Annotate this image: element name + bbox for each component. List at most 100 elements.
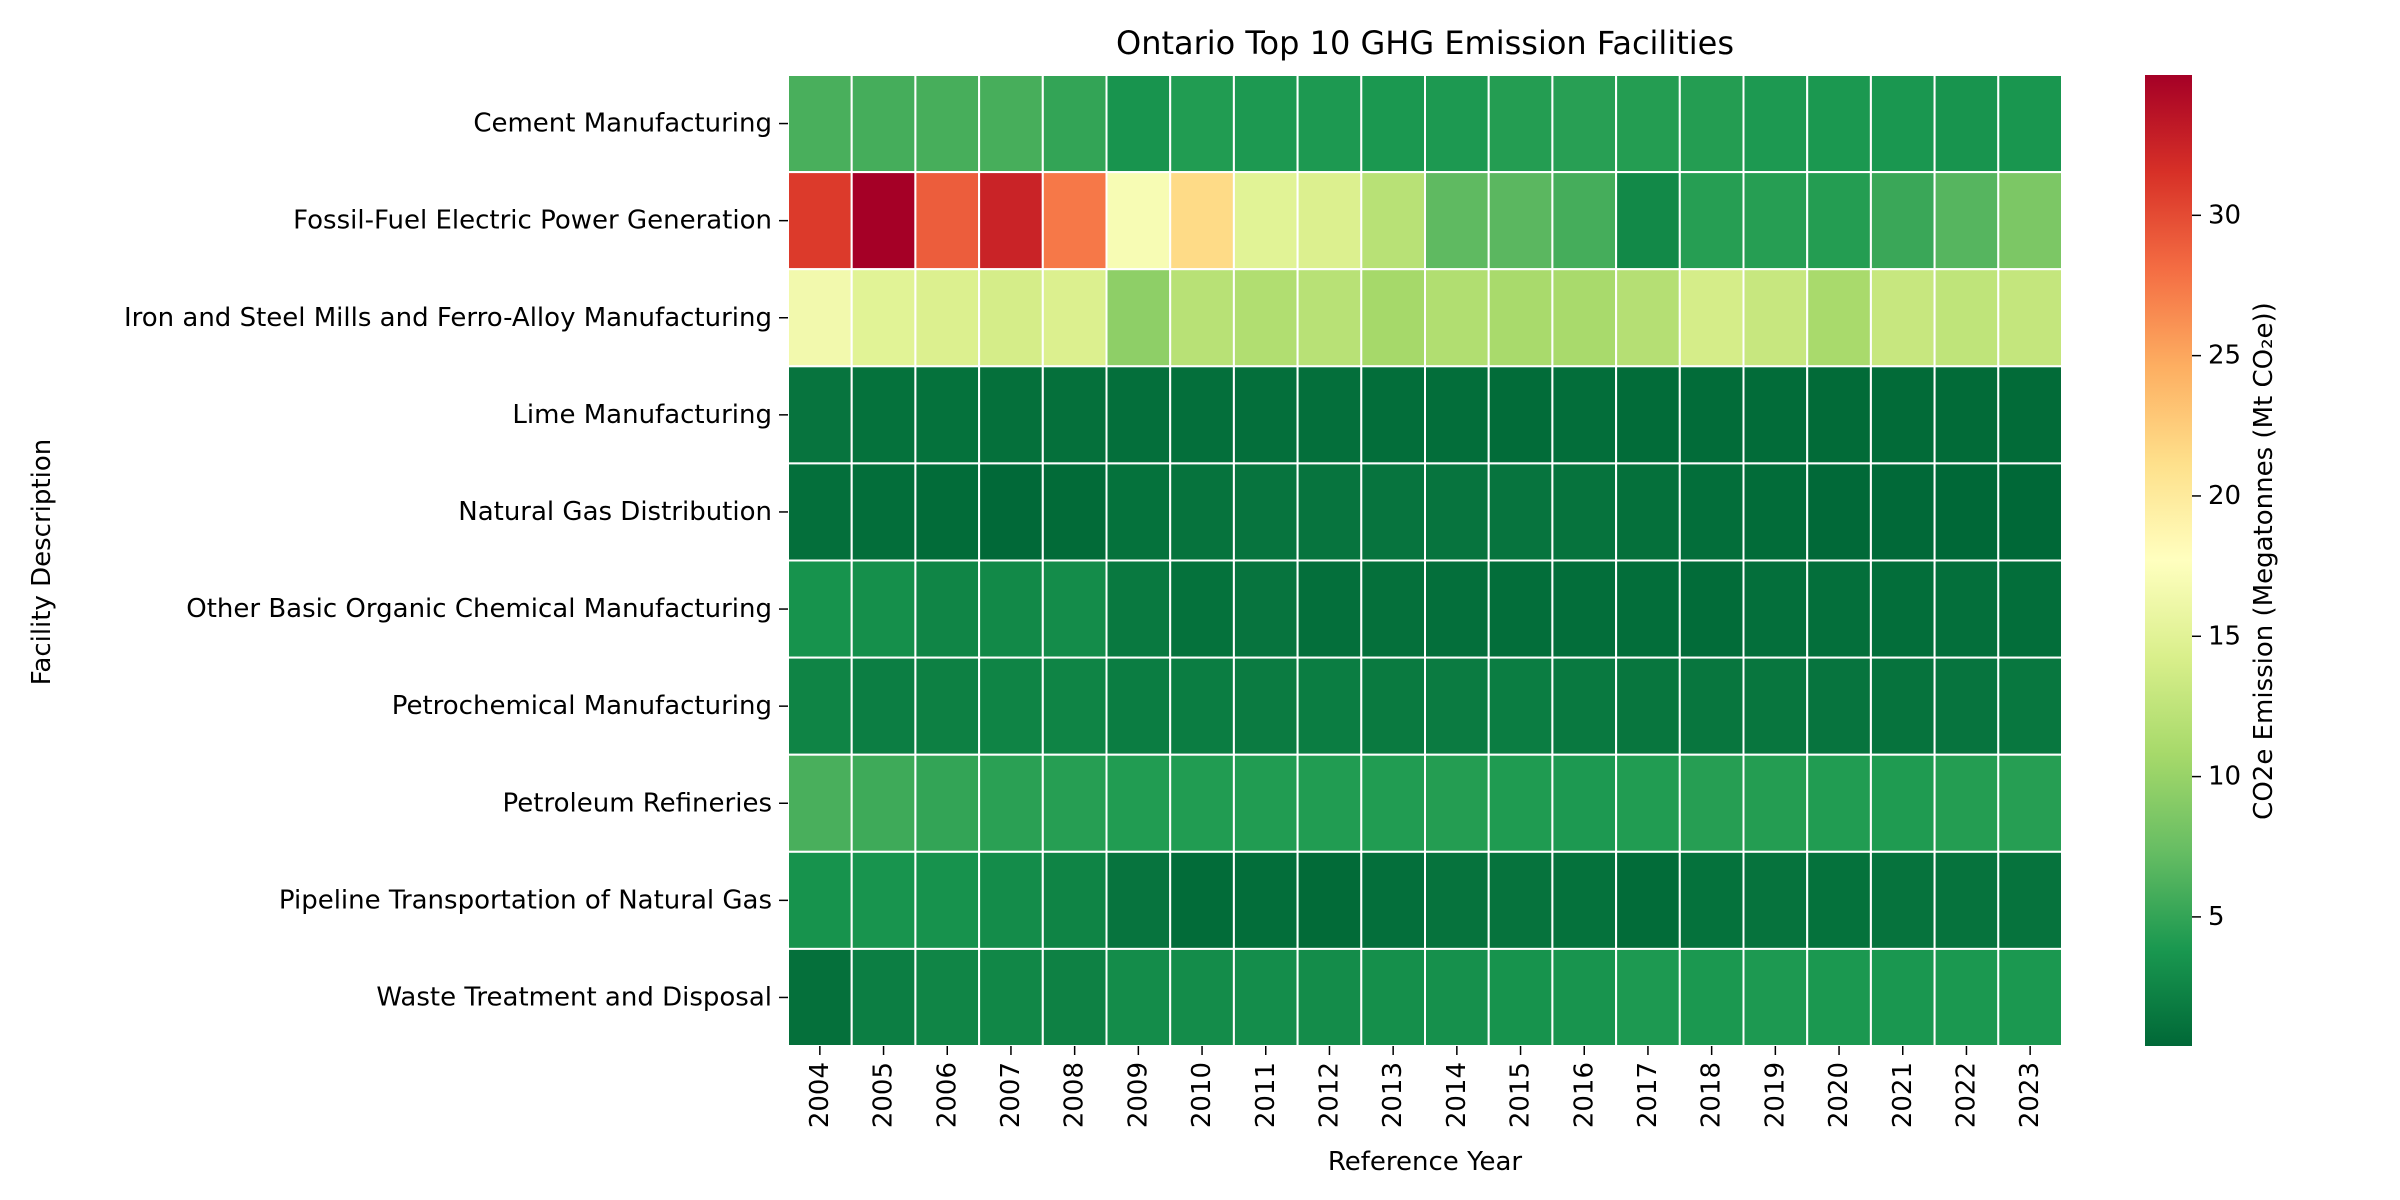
heatmap-cell bbox=[1296, 656, 1363, 756]
heatmap-cell bbox=[1742, 74, 1809, 174]
heatmap-cell bbox=[1041, 462, 1108, 562]
x-axis-label: Reference Year bbox=[1328, 1147, 1523, 1177]
heatmap-cell bbox=[1615, 171, 1681, 271]
heatmap-cell bbox=[1041, 850, 1108, 950]
heatmap-cell bbox=[1424, 850, 1490, 950]
heatmap-cell bbox=[1869, 268, 1936, 368]
heatmap-cell bbox=[1296, 462, 1363, 562]
x-tick-label: 2006 bbox=[932, 1062, 962, 1128]
heatmap-cell bbox=[914, 365, 981, 465]
heatmap-cell bbox=[1551, 365, 1618, 465]
heatmap-cell bbox=[1997, 850, 2064, 950]
heatmap-cell bbox=[850, 947, 917, 1048]
heatmap-cell bbox=[850, 656, 917, 756]
heatmap-cell bbox=[1678, 365, 1745, 465]
heatmap-cell bbox=[1806, 753, 1872, 853]
heatmap-cell bbox=[1105, 365, 1172, 465]
x-tick-label: 2019 bbox=[1760, 1062, 1790, 1128]
x-tick-label: 2004 bbox=[805, 1062, 835, 1128]
heatmap-cell bbox=[1997, 74, 2064, 174]
heatmap-cell bbox=[1169, 559, 1235, 659]
heatmap-cell bbox=[1869, 656, 1936, 756]
heatmap-cell bbox=[978, 753, 1044, 853]
heatmap-cell bbox=[1806, 947, 1872, 1048]
heatmap-cell bbox=[1678, 559, 1745, 659]
heatmap-cell bbox=[1487, 74, 1554, 174]
heatmap-cell bbox=[1424, 268, 1490, 368]
x-tick-label: 2005 bbox=[869, 1062, 899, 1128]
heatmap-cell bbox=[1169, 462, 1235, 562]
heatmap-cell bbox=[850, 850, 917, 950]
heatmap-cell bbox=[1232, 850, 1299, 950]
heatmap-cell bbox=[1933, 947, 2000, 1048]
heatmap-cell bbox=[1105, 171, 1172, 271]
heatmap-cell bbox=[1997, 753, 2064, 853]
heatmap-cell bbox=[1296, 171, 1363, 271]
heatmap-cell bbox=[1360, 171, 1427, 271]
heatmap-cell bbox=[1424, 656, 1490, 756]
y-tick-label: Fossil-Fuel Electric Power Generation bbox=[293, 206, 772, 236]
heatmap-cell bbox=[1933, 559, 2000, 659]
colorbar-tick-label: 30 bbox=[2208, 200, 2241, 230]
heatmap-cell bbox=[850, 753, 917, 853]
heatmap-cell bbox=[1360, 947, 1427, 1048]
y-axis-label: Facility Description bbox=[27, 439, 57, 685]
x-tick-label: 2015 bbox=[1506, 1062, 1536, 1128]
heatmap-cell bbox=[914, 559, 981, 659]
colorbar-tick-label: 5 bbox=[2208, 902, 2225, 932]
heatmap-cell bbox=[1169, 74, 1235, 174]
heatmap-cell bbox=[1169, 656, 1235, 756]
heatmap-cell bbox=[1997, 171, 2064, 271]
heatmap-cell bbox=[1296, 365, 1363, 465]
x-tick-label: 2011 bbox=[1251, 1062, 1281, 1128]
heatmap-cell bbox=[1933, 171, 2000, 271]
y-tick-label: Pipeline Transportation of Natural Gas bbox=[279, 885, 772, 915]
heatmap-cell bbox=[1615, 74, 1681, 174]
heatmap-cell bbox=[1232, 268, 1299, 368]
heatmap-cell bbox=[1551, 656, 1618, 756]
heatmap-cell bbox=[1232, 656, 1299, 756]
heatmap-cell bbox=[1869, 850, 1936, 950]
x-tick-label: 2007 bbox=[996, 1062, 1026, 1128]
heatmap-cell bbox=[787, 365, 853, 465]
heatmap-cell bbox=[1869, 74, 1936, 174]
heatmap-cell bbox=[787, 171, 853, 271]
heatmap-cell bbox=[1169, 268, 1235, 368]
x-tick-labels: 2004 2005 2006 2007 2008 2009 2010 2011 2012 2013… bbox=[805, 1046, 2045, 1128]
heatmap-cell bbox=[1105, 74, 1172, 174]
y-tick-label: Petroleum Refineries bbox=[503, 788, 772, 818]
heatmap-cell bbox=[1615, 850, 1681, 950]
heatmap-cell bbox=[850, 462, 917, 562]
heatmap-cell bbox=[1806, 74, 1872, 174]
heatmap-cell bbox=[978, 268, 1044, 368]
x-tick-label: 2008 bbox=[1060, 1062, 1090, 1128]
heatmap-cell bbox=[1041, 753, 1108, 853]
heatmap-cell bbox=[1551, 559, 1618, 659]
heatmap-cell bbox=[1806, 656, 1872, 756]
colorbar-tick-label: 10 bbox=[2208, 762, 2241, 792]
heatmap-cell bbox=[1933, 462, 2000, 562]
y-tick-labels: Cement Manufacturing Fossil-Fuel Electric… bbox=[124, 109, 788, 1012]
heatmap-cell bbox=[1678, 462, 1745, 562]
heatmap-cell bbox=[1997, 365, 2064, 465]
y-tick-label: Natural Gas Distribution bbox=[458, 497, 772, 527]
heatmap-cell bbox=[1678, 268, 1745, 368]
heatmap-cell bbox=[787, 74, 853, 174]
heatmap-cell bbox=[1360, 850, 1427, 950]
heatmap-cell bbox=[1742, 365, 1809, 465]
heatmap-cell bbox=[1742, 462, 1809, 562]
heatmap-cell bbox=[1360, 462, 1427, 562]
heatmap-cell bbox=[1997, 947, 2064, 1048]
heatmap-cell bbox=[1232, 74, 1299, 174]
heatmap-cell bbox=[1742, 171, 1809, 271]
heatmap-cell bbox=[850, 74, 917, 174]
heatmap-cell bbox=[787, 656, 853, 756]
colorbar-ticks: 5 10 15 20 25 30 bbox=[2192, 200, 2241, 932]
heatmap-cell bbox=[1551, 74, 1618, 174]
heatmap-cell bbox=[978, 365, 1044, 465]
heatmap-cell bbox=[1424, 947, 1490, 1048]
x-tick-label: 2009 bbox=[1123, 1062, 1153, 1128]
y-tick-label: Cement Manufacturing bbox=[473, 109, 772, 139]
heatmap-cell bbox=[1487, 462, 1554, 562]
heatmap-cell bbox=[1360, 559, 1427, 659]
